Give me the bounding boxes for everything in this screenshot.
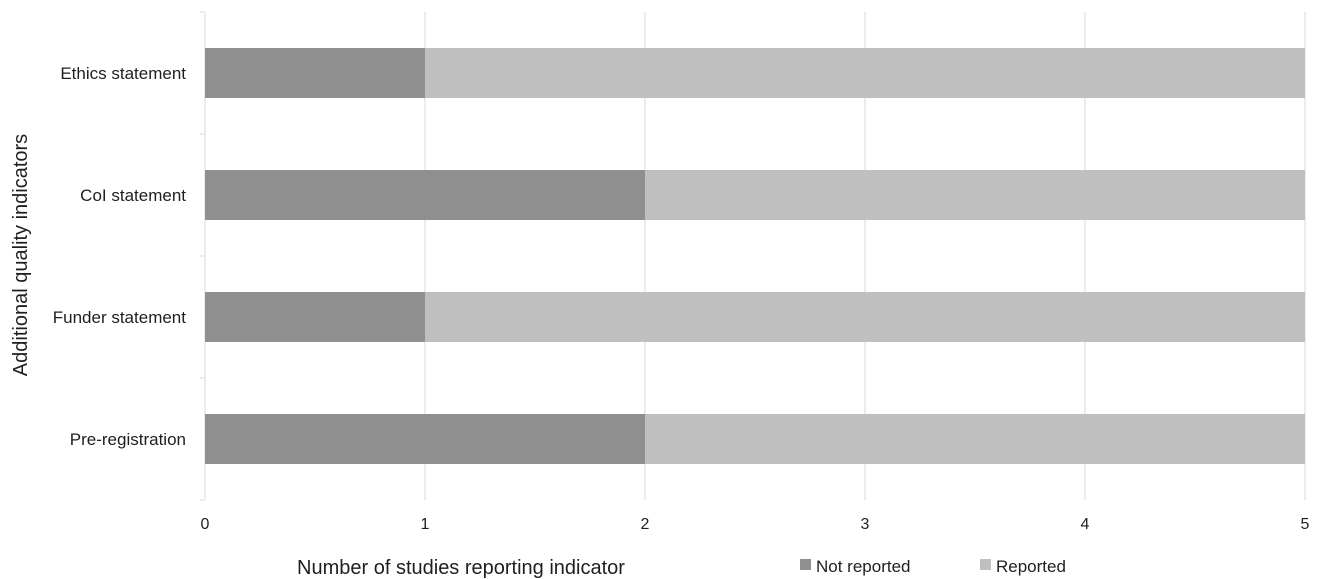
bar-coi-statement-not-reported (205, 170, 645, 220)
x-tick-labels: 0 1 2 3 4 5 (201, 516, 1310, 533)
category-label: Pre-registration (70, 430, 186, 449)
legend-swatch-not-reported (800, 559, 811, 570)
y-axis-ticks (200, 11, 205, 501)
category-label: Funder statement (53, 308, 187, 327)
bar-coi-statement-reported (645, 170, 1305, 220)
x-tick-label: 5 (1301, 516, 1310, 533)
x-tick-label: 3 (861, 516, 870, 533)
bar-ethics-statement-not-reported (205, 48, 425, 98)
x-axis-title: Number of studies reporting indicator (297, 557, 625, 579)
bar-pre-registration-not-reported (205, 414, 645, 464)
category-labels: Ethics statement CoI statement Funder stat… (53, 64, 187, 449)
category-label: CoI statement (80, 186, 186, 205)
bar-funder-statement-not-reported (205, 292, 425, 342)
x-tick-label: 1 (421, 516, 430, 533)
bars (205, 48, 1305, 464)
x-tick-label: 4 (1081, 516, 1090, 533)
y-axis-title: Additional quality indicators (10, 134, 32, 376)
legend-label-reported: Reported (996, 557, 1066, 576)
legend: Not reported Reported (800, 557, 1066, 576)
x-tick-label: 2 (641, 516, 650, 533)
legend-label-not-reported: Not reported (816, 557, 911, 576)
category-label: Ethics statement (60, 64, 186, 83)
bar-funder-statement-reported (425, 292, 1305, 342)
x-tick-label: 0 (201, 516, 210, 533)
bar-pre-registration-reported (645, 414, 1305, 464)
bar-ethics-statement-reported (425, 48, 1305, 98)
legend-swatch-reported (980, 559, 991, 570)
